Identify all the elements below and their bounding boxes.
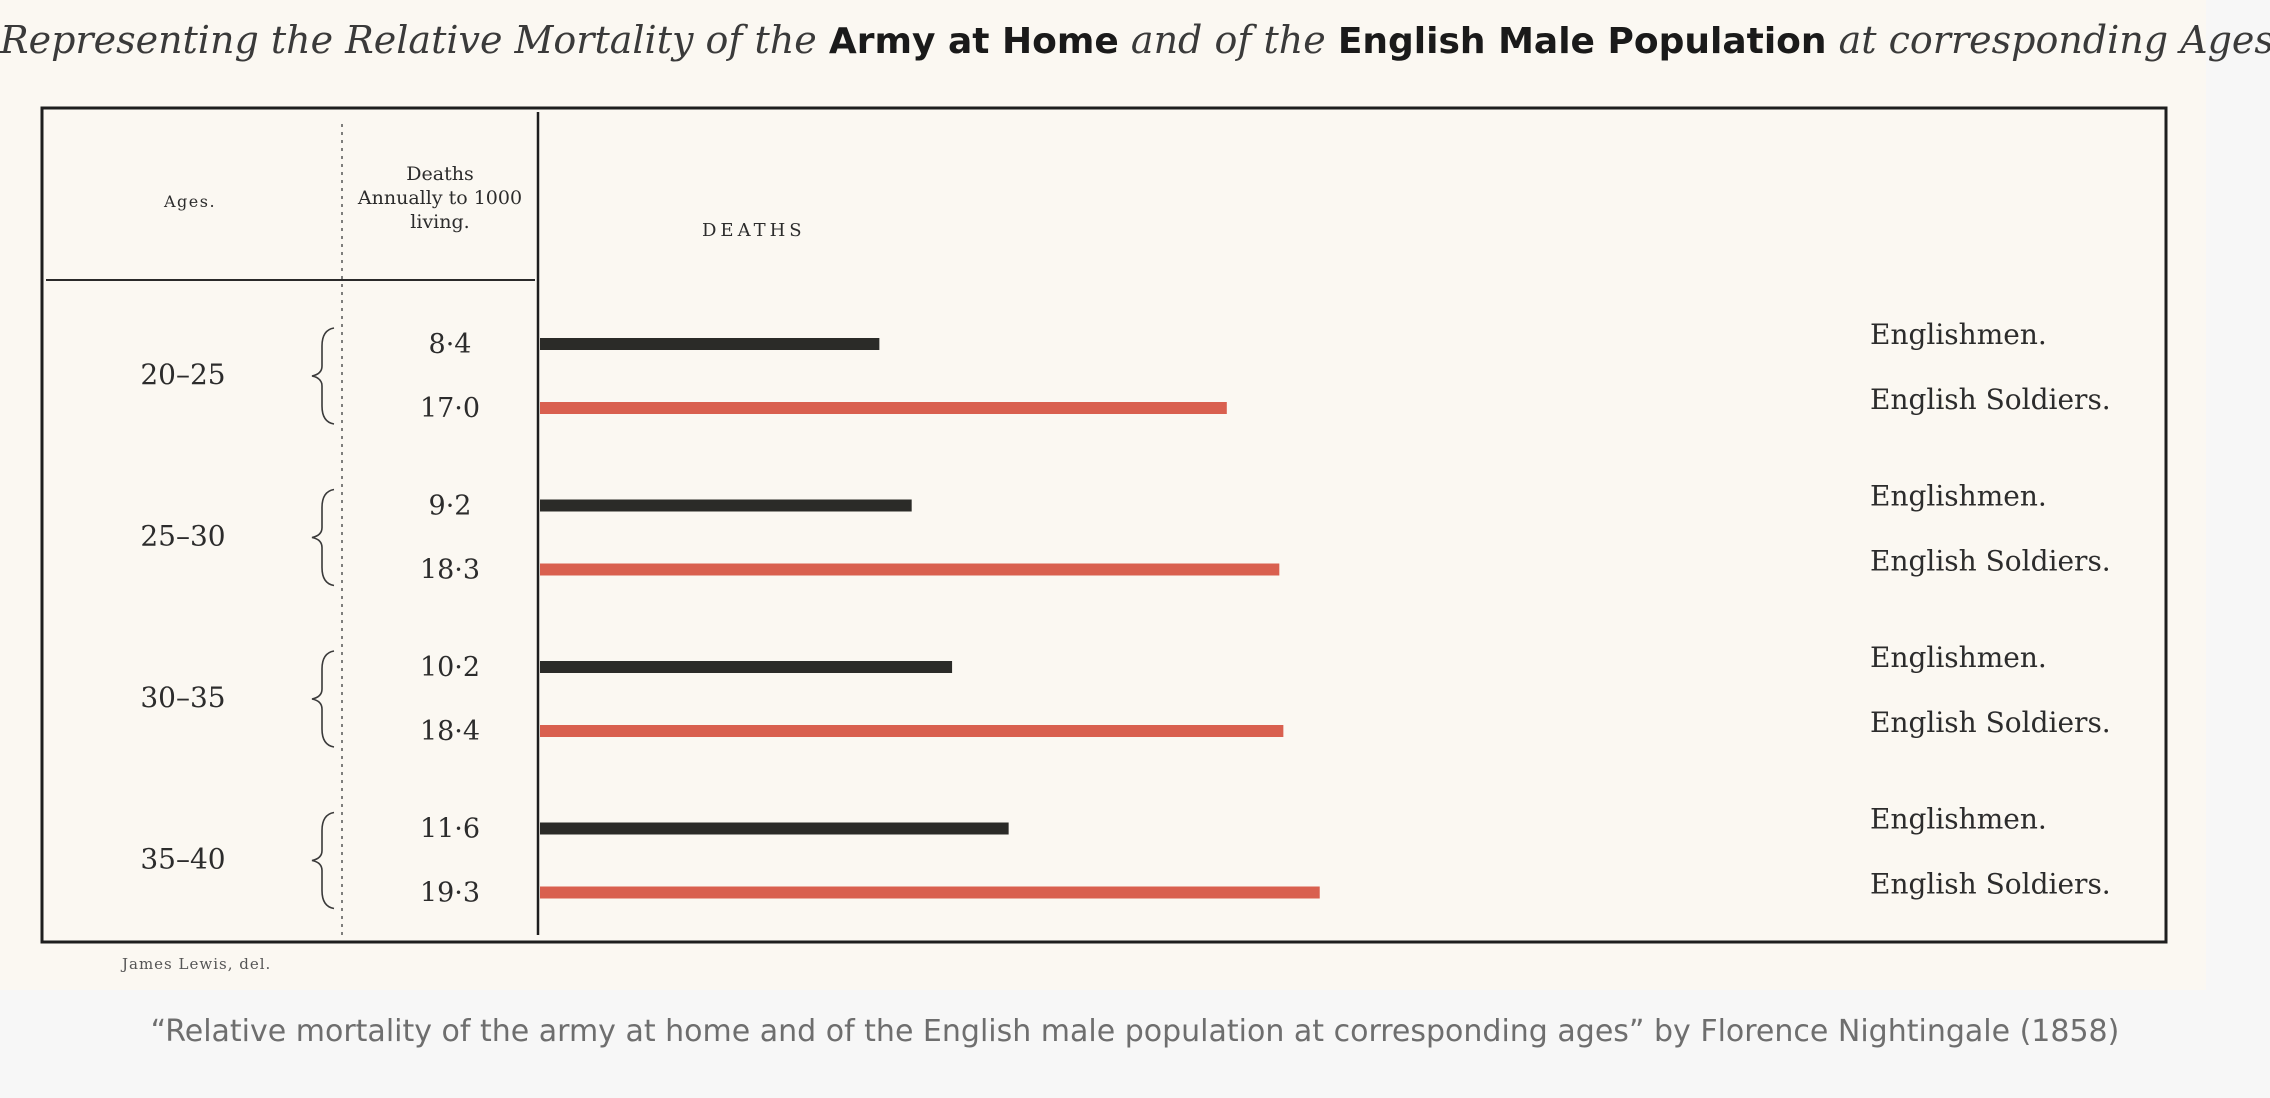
death-rate-label: 18·4: [420, 716, 480, 747]
deaths-header-line-3: living.: [410, 211, 469, 233]
bar-area-header: DEATHS: [702, 220, 806, 241]
mortality-bar: [540, 886, 1320, 899]
group-brace: [311, 488, 335, 587]
series-label: English Soldiers.: [1870, 383, 2111, 416]
ages-header: Ages.: [163, 192, 216, 211]
series-label: Englishmen.: [1870, 641, 2047, 674]
title-part-4: English Male Population: [1337, 21, 1827, 62]
chart-title: Representing the Relative Mortality of t…: [0, 18, 2270, 62]
group-brace: [311, 811, 335, 910]
age-group-label: 30–35: [140, 681, 225, 714]
chart-frame: [40, 106, 2168, 944]
mortality-bar-chart: Ages. Deaths Annually to 1000 living. DE…: [40, 106, 2168, 944]
deaths-header-line-1: Deaths: [406, 163, 473, 185]
age-group-label: 35–40: [140, 843, 225, 876]
mortality-bar: [540, 402, 1227, 414]
death-rate-label: 9·2: [429, 491, 472, 522]
title-part-3: and of the: [1130, 18, 1326, 62]
mortality-bar: [540, 725, 1284, 737]
age-group-label: 20–25: [140, 358, 225, 391]
chart-rows: 20–25 8·4 Englishmen. 17·0 English Soldiers.…: [140, 318, 2111, 910]
mortality-bar: [540, 661, 953, 673]
series-label: English Soldiers.: [1870, 706, 2111, 739]
chart-plate: Representing the Relative Mortality of t…: [0, 18, 2270, 973]
outer-border: [40, 106, 2168, 944]
death-rate-label: 11·6: [420, 814, 480, 845]
death-rate-label: 18·3: [420, 555, 480, 586]
mortality-bar: [540, 499, 912, 512]
series-label: English Soldiers.: [1870, 868, 2111, 901]
mortality-bar: [540, 563, 1280, 576]
death-rate-label: 10·2: [420, 652, 480, 683]
mortality-bar: [540, 822, 1009, 835]
age-group-label: 25–30: [140, 520, 225, 553]
series-label: English Soldiers.: [1870, 545, 2111, 578]
death-rate-label: 17·0: [420, 393, 480, 424]
group-brace: [311, 650, 335, 748]
title-part-5: at corresponding Ages.: [1838, 18, 2270, 62]
figure-caption: “Relative mortality of the army at home …: [150, 1014, 2120, 1049]
series-label: Englishmen.: [1870, 803, 2047, 836]
title-part-2: Army at Home: [828, 21, 1119, 62]
series-label: Englishmen.: [1870, 480, 2047, 513]
series-label: Englishmen.: [1870, 318, 2047, 351]
death-rate-label: 8·4: [429, 329, 472, 360]
engraver-credit: James Lewis, del.: [122, 955, 272, 973]
mortality-bar: [540, 338, 880, 350]
deaths-header-line-2: Annually to 1000: [357, 187, 522, 209]
death-rate-label: 19·3: [420, 878, 480, 909]
title-part-1: Representing the Relative Mortality of t…: [0, 18, 817, 62]
group-brace: [311, 327, 335, 425]
